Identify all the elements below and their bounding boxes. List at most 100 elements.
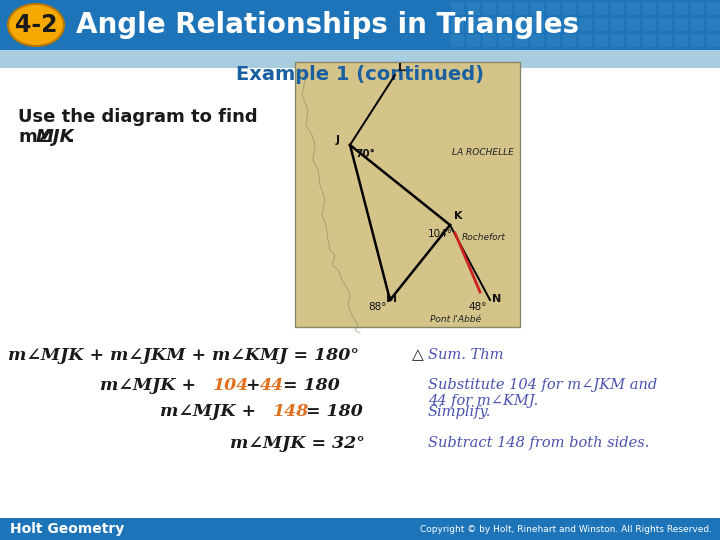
FancyBboxPatch shape bbox=[483, 50, 496, 63]
Text: L: L bbox=[398, 63, 405, 73]
FancyBboxPatch shape bbox=[643, 2, 656, 15]
Text: 44 for m∠KMJ.: 44 for m∠KMJ. bbox=[428, 394, 539, 408]
Text: 44: 44 bbox=[260, 376, 284, 394]
FancyBboxPatch shape bbox=[547, 50, 560, 63]
FancyBboxPatch shape bbox=[499, 2, 512, 15]
FancyBboxPatch shape bbox=[531, 50, 544, 63]
Text: Example 1 (continued): Example 1 (continued) bbox=[236, 65, 484, 84]
Text: J: J bbox=[336, 135, 340, 145]
Text: m∠MJK + m∠JKM + m∠KMJ = 180°: m∠MJK + m∠JKM + m∠KMJ = 180° bbox=[8, 347, 359, 363]
FancyBboxPatch shape bbox=[659, 50, 672, 63]
Text: 148: 148 bbox=[273, 403, 310, 421]
FancyBboxPatch shape bbox=[611, 50, 624, 63]
FancyBboxPatch shape bbox=[451, 2, 464, 15]
FancyBboxPatch shape bbox=[515, 34, 528, 47]
Text: 104°: 104° bbox=[428, 229, 453, 239]
Text: Copyright © by Holt, Rinehart and Winston. All Rights Reserved.: Copyright © by Holt, Rinehart and Winsto… bbox=[420, 524, 712, 534]
Text: m∠MJK = 32°: m∠MJK = 32° bbox=[230, 435, 365, 451]
FancyBboxPatch shape bbox=[531, 34, 544, 47]
FancyBboxPatch shape bbox=[611, 18, 624, 31]
Text: △: △ bbox=[412, 348, 424, 362]
Text: = 180: = 180 bbox=[300, 403, 363, 421]
Text: Substitute 104 for m∠JKM and: Substitute 104 for m∠JKM and bbox=[428, 378, 657, 392]
FancyBboxPatch shape bbox=[563, 18, 576, 31]
FancyBboxPatch shape bbox=[483, 18, 496, 31]
FancyBboxPatch shape bbox=[595, 2, 608, 15]
FancyBboxPatch shape bbox=[675, 18, 688, 31]
Text: N: N bbox=[492, 294, 501, 304]
Text: .: . bbox=[67, 128, 74, 146]
FancyBboxPatch shape bbox=[467, 2, 480, 15]
FancyBboxPatch shape bbox=[499, 18, 512, 31]
FancyBboxPatch shape bbox=[707, 18, 720, 31]
Text: MJK: MJK bbox=[36, 128, 75, 146]
FancyBboxPatch shape bbox=[483, 2, 496, 15]
FancyBboxPatch shape bbox=[451, 50, 464, 63]
Text: 48°: 48° bbox=[468, 302, 487, 312]
FancyBboxPatch shape bbox=[563, 34, 576, 47]
FancyBboxPatch shape bbox=[611, 34, 624, 47]
Text: 104: 104 bbox=[213, 376, 249, 394]
FancyBboxPatch shape bbox=[691, 50, 704, 63]
FancyBboxPatch shape bbox=[467, 50, 480, 63]
Text: M: M bbox=[386, 294, 397, 304]
FancyBboxPatch shape bbox=[579, 50, 592, 63]
FancyBboxPatch shape bbox=[675, 50, 688, 63]
FancyBboxPatch shape bbox=[547, 18, 560, 31]
FancyBboxPatch shape bbox=[627, 34, 640, 47]
FancyBboxPatch shape bbox=[627, 50, 640, 63]
FancyBboxPatch shape bbox=[659, 18, 672, 31]
FancyBboxPatch shape bbox=[563, 50, 576, 63]
FancyBboxPatch shape bbox=[0, 50, 720, 68]
Text: Rochefort: Rochefort bbox=[462, 233, 506, 242]
FancyBboxPatch shape bbox=[595, 50, 608, 63]
Text: Simplify.: Simplify. bbox=[428, 405, 491, 419]
FancyBboxPatch shape bbox=[659, 34, 672, 47]
FancyBboxPatch shape bbox=[627, 2, 640, 15]
FancyBboxPatch shape bbox=[707, 50, 720, 63]
Text: Use the diagram to find: Use the diagram to find bbox=[18, 108, 258, 126]
FancyBboxPatch shape bbox=[675, 2, 688, 15]
FancyBboxPatch shape bbox=[451, 18, 464, 31]
Text: K: K bbox=[454, 211, 462, 221]
FancyBboxPatch shape bbox=[515, 2, 528, 15]
FancyBboxPatch shape bbox=[643, 18, 656, 31]
Ellipse shape bbox=[8, 4, 64, 46]
Text: 70°: 70° bbox=[355, 149, 374, 159]
Text: Pont l'Abbé: Pont l'Abbé bbox=[430, 315, 481, 324]
Text: Angle Relationships in Triangles: Angle Relationships in Triangles bbox=[76, 11, 579, 39]
Text: 4-2: 4-2 bbox=[14, 13, 58, 37]
FancyBboxPatch shape bbox=[531, 18, 544, 31]
FancyBboxPatch shape bbox=[627, 18, 640, 31]
Text: +: + bbox=[240, 376, 266, 394]
FancyBboxPatch shape bbox=[515, 18, 528, 31]
FancyBboxPatch shape bbox=[675, 34, 688, 47]
FancyBboxPatch shape bbox=[611, 2, 624, 15]
FancyBboxPatch shape bbox=[531, 2, 544, 15]
FancyBboxPatch shape bbox=[451, 34, 464, 47]
Text: Holt Geometry: Holt Geometry bbox=[10, 522, 125, 536]
FancyBboxPatch shape bbox=[295, 62, 520, 327]
Text: Sum. Thm: Sum. Thm bbox=[428, 348, 503, 362]
Text: = 180: = 180 bbox=[283, 376, 340, 394]
Text: Subtract 148 from both sides.: Subtract 148 from both sides. bbox=[428, 436, 649, 450]
FancyBboxPatch shape bbox=[579, 18, 592, 31]
FancyBboxPatch shape bbox=[499, 34, 512, 47]
FancyBboxPatch shape bbox=[643, 50, 656, 63]
FancyBboxPatch shape bbox=[547, 2, 560, 15]
FancyBboxPatch shape bbox=[691, 34, 704, 47]
FancyBboxPatch shape bbox=[659, 2, 672, 15]
FancyBboxPatch shape bbox=[643, 34, 656, 47]
FancyBboxPatch shape bbox=[0, 518, 720, 540]
FancyBboxPatch shape bbox=[595, 18, 608, 31]
Text: 88°: 88° bbox=[368, 302, 387, 312]
FancyBboxPatch shape bbox=[467, 18, 480, 31]
FancyBboxPatch shape bbox=[691, 18, 704, 31]
FancyBboxPatch shape bbox=[499, 50, 512, 63]
FancyBboxPatch shape bbox=[579, 2, 592, 15]
Text: m∠MJK +: m∠MJK + bbox=[160, 403, 262, 421]
Text: LA ROCHELLE: LA ROCHELLE bbox=[452, 148, 514, 157]
FancyBboxPatch shape bbox=[691, 2, 704, 15]
FancyBboxPatch shape bbox=[563, 2, 576, 15]
FancyBboxPatch shape bbox=[595, 34, 608, 47]
